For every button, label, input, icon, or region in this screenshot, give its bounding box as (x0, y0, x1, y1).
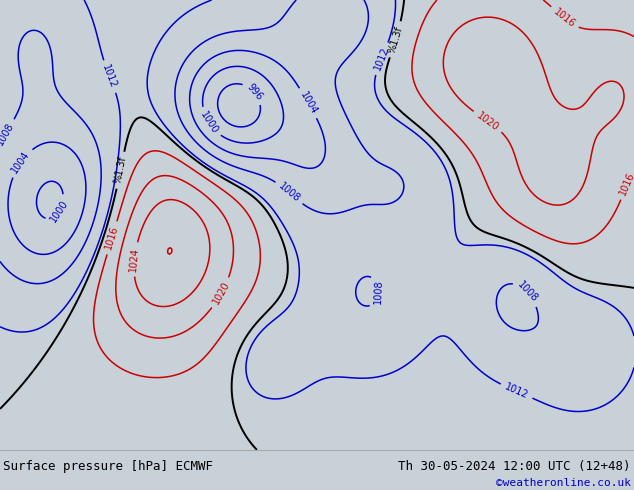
Text: 1008: 1008 (515, 280, 540, 304)
Text: 996: 996 (245, 82, 264, 102)
Text: 1012: 1012 (503, 382, 530, 401)
Text: 1008: 1008 (276, 181, 302, 204)
Text: %1.3f: %1.3f (387, 24, 404, 54)
Text: 1000: 1000 (49, 198, 70, 224)
Text: 1012: 1012 (372, 46, 391, 72)
Text: 1016: 1016 (104, 225, 120, 251)
Text: 1012: 1012 (101, 63, 119, 90)
Text: ©weatheronline.co.uk: ©weatheronline.co.uk (496, 478, 631, 488)
Text: 1000: 1000 (198, 110, 220, 136)
Text: 1004: 1004 (10, 149, 32, 175)
Text: 1008: 1008 (0, 121, 16, 147)
Text: Th 30-05-2024 12:00 UTC (12+48): Th 30-05-2024 12:00 UTC (12+48) (398, 460, 631, 473)
Text: Surface pressure [hPa] ECMWF: Surface pressure [hPa] ECMWF (3, 460, 213, 473)
Text: 1020: 1020 (475, 110, 501, 133)
Text: 1020: 1020 (211, 280, 232, 306)
Text: 1016: 1016 (618, 171, 634, 197)
Text: 1008: 1008 (373, 279, 384, 304)
Text: %1.3f: %1.3f (113, 156, 128, 185)
Text: 1016: 1016 (552, 7, 577, 30)
Text: 1004: 1004 (298, 90, 319, 116)
Text: 1024: 1024 (129, 246, 141, 272)
